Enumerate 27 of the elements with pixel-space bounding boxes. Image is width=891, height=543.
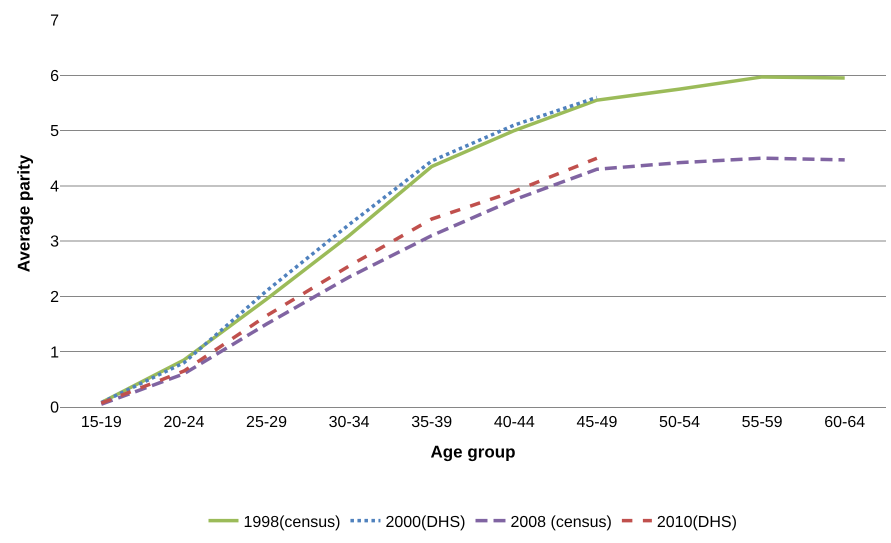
x-tick-label: 60-64 <box>824 414 866 432</box>
legend-label: 1998(census) <box>244 514 340 531</box>
x-tick-label: 30-34 <box>328 414 370 432</box>
y-tick-label: 5 <box>50 123 60 140</box>
x-tick-label: 40-44 <box>494 414 535 432</box>
line-series <box>100 156 846 406</box>
y-tick-label: 4 <box>50 178 60 196</box>
y-tick-label: 6 <box>50 68 60 85</box>
legend-label: 2008 (census) <box>510 514 612 531</box>
x-tick-label: 25-29 <box>246 414 288 432</box>
x-axis-title: Age group <box>430 442 516 462</box>
legend-label: 2000(DHS) <box>385 514 466 531</box>
line-series <box>100 156 599 405</box>
x-tick-label: 55-59 <box>742 414 783 432</box>
x-tick-label: 20-24 <box>163 414 204 432</box>
y-tick-label: 7 <box>50 12 60 30</box>
y-tick-label: 0 <box>50 400 60 417</box>
legend-label: 2010(DHS) <box>656 514 737 531</box>
y-tick-label: 1 <box>50 344 60 362</box>
x-tick-label: 50-54 <box>659 414 700 432</box>
x-tick-label: 35-39 <box>411 414 452 432</box>
y-tick-label: 3 <box>50 234 60 251</box>
x-tick-label: 15-19 <box>80 414 122 432</box>
x-tick-label: 45-49 <box>576 414 618 432</box>
line-series <box>100 96 599 404</box>
y-tick-label: 2 <box>50 289 60 306</box>
y-axis-title: Average parity <box>14 154 34 272</box>
